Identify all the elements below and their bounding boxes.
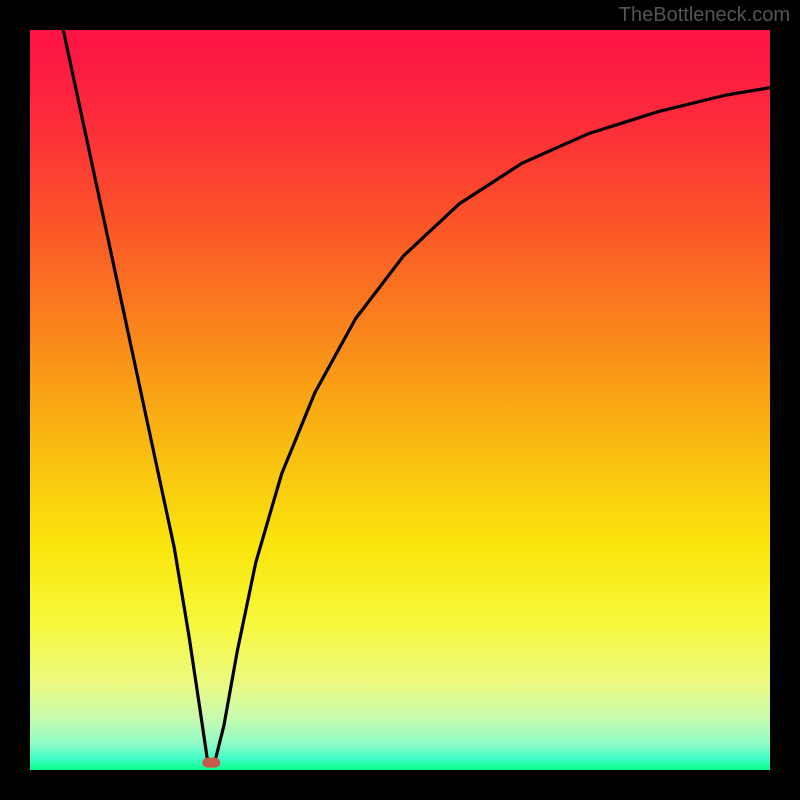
bottleneck-chart: TheBottleneck.com [0, 0, 800, 800]
chart-svg [0, 0, 800, 800]
minimum-marker [202, 758, 220, 768]
attribution-label: TheBottleneck.com [619, 4, 790, 27]
